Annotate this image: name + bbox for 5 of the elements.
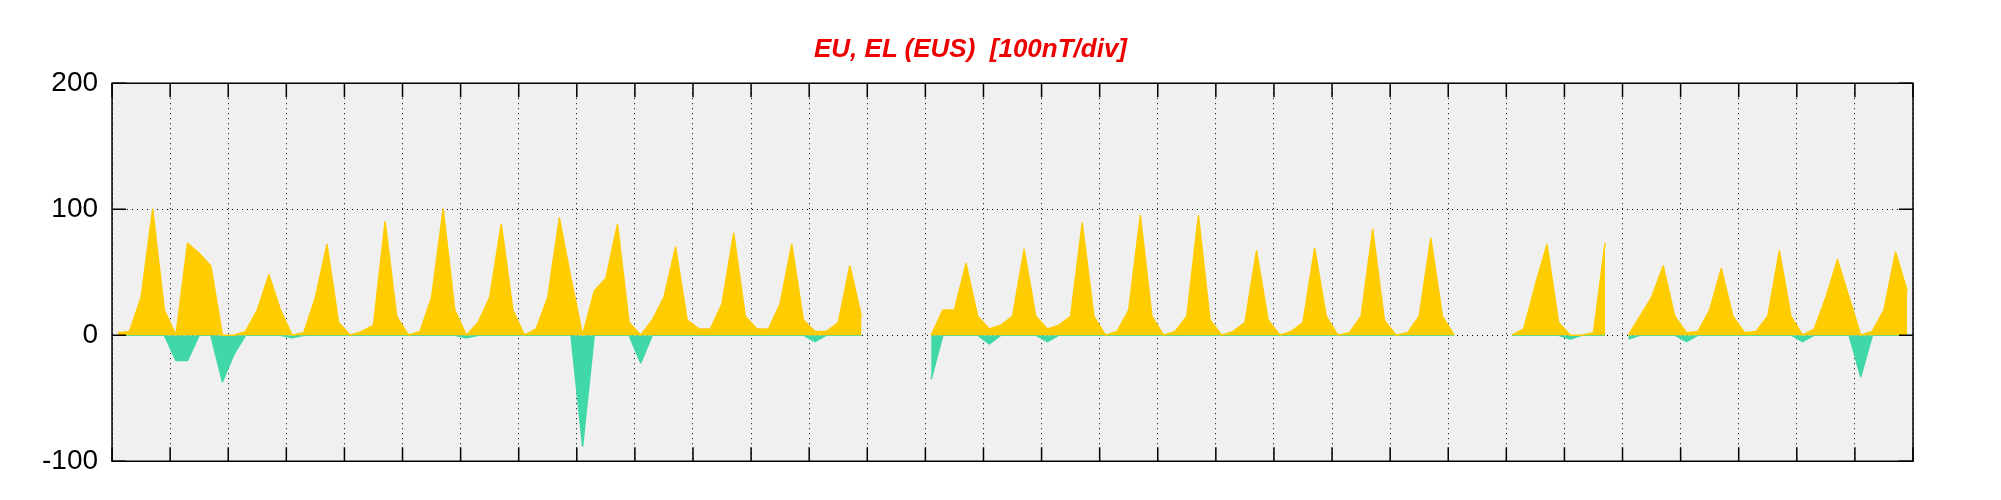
chart-title: EU, EL (EUS) [100nT/div] bbox=[813, 32, 1129, 63]
y-tick-label: 100 bbox=[51, 191, 99, 223]
y-tick-label: 0 bbox=[82, 317, 99, 349]
y-tick-label: 200 bbox=[51, 65, 99, 97]
y-tick-label: -100 bbox=[41, 443, 99, 475]
